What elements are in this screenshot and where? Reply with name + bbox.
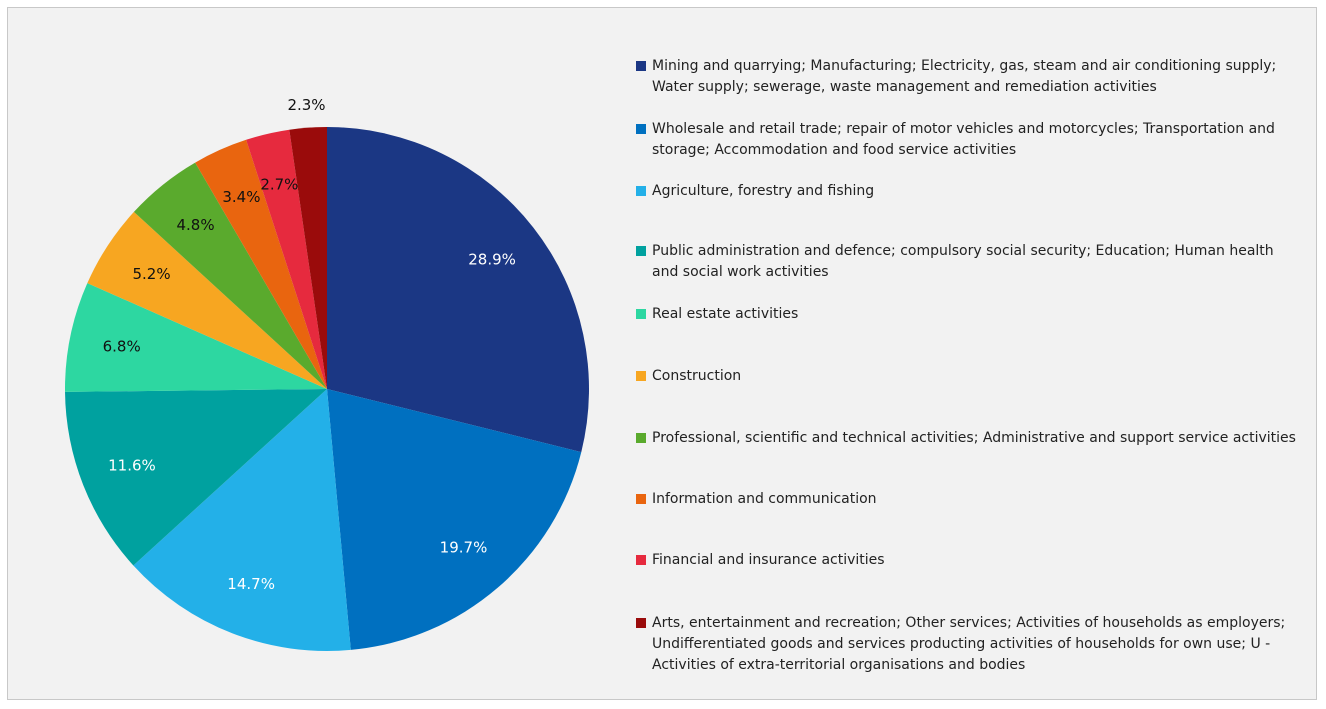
pie-slice [133, 162, 327, 389]
legend-label: Wholesale and retail trade; repair of mo… [652, 121, 1275, 158]
legend-swatch [636, 246, 646, 256]
pie-slice [65, 283, 327, 392]
legend-entry: Mining and quarrying; Manufacturing; Ele… [636, 56, 1301, 98]
legend-swatch [636, 124, 646, 134]
legend-swatch [636, 371, 646, 381]
legend-label: Mining and quarrying; Manufacturing; Ele… [652, 58, 1277, 95]
legend-label: Construction [652, 368, 742, 384]
legend-entry: Construction [636, 366, 1301, 387]
legend-label: Professional, scientific and technical a… [652, 430, 1296, 446]
data-label: 2.7% [260, 175, 298, 193]
legend-entry: Professional, scientific and technical a… [636, 428, 1301, 449]
legend-entry: Agriculture, forestry and fishing [636, 181, 1301, 202]
data-label: 6.8% [103, 337, 141, 355]
legend-entry: Public administration and defence; compu… [636, 241, 1301, 283]
legend-entry: Information and communication [636, 489, 1301, 510]
data-label: 3.4% [222, 188, 260, 206]
legend-swatch [636, 555, 646, 565]
pie-slice [327, 389, 582, 650]
legend-label: Financial and insurance activities [652, 552, 885, 568]
pie-slice [87, 211, 327, 389]
data-label: 4.8% [176, 216, 214, 234]
data-label: 5.2% [133, 265, 171, 283]
legend-entry: Real estate activities [636, 304, 1301, 325]
data-label: 11.6% [108, 456, 156, 474]
legend-swatch [636, 494, 646, 504]
pie-slice [327, 127, 589, 453]
legend-entry: Financial and insurance activities [636, 550, 1301, 571]
legend-swatch [636, 186, 646, 196]
legend-swatch [636, 61, 646, 71]
legend-label: Real estate activities [652, 306, 799, 322]
pie-slice [289, 127, 327, 389]
legend-label: Arts, entertainment and recreation; Othe… [652, 615, 1286, 673]
legend-entry: Arts, entertainment and recreation; Othe… [636, 613, 1301, 676]
pie-slice [133, 389, 351, 652]
data-label: 2.3% [287, 96, 325, 114]
data-label: 28.9% [468, 250, 516, 268]
data-label: 19.7% [440, 539, 488, 557]
legend-label: Agriculture, forestry and fishing [652, 183, 875, 199]
pie-slice [246, 129, 327, 389]
data-label: 14.7% [227, 575, 275, 593]
pie-slice [195, 139, 327, 389]
legend-label: Information and communication [652, 491, 877, 507]
legend-entry: Wholesale and retail trade; repair of mo… [636, 119, 1301, 161]
legend-swatch [636, 433, 646, 443]
legend-swatch [636, 618, 646, 628]
legend-label: Public administration and defence; compu… [652, 243, 1274, 280]
pie-slice [65, 389, 327, 566]
legend-swatch [636, 309, 646, 319]
